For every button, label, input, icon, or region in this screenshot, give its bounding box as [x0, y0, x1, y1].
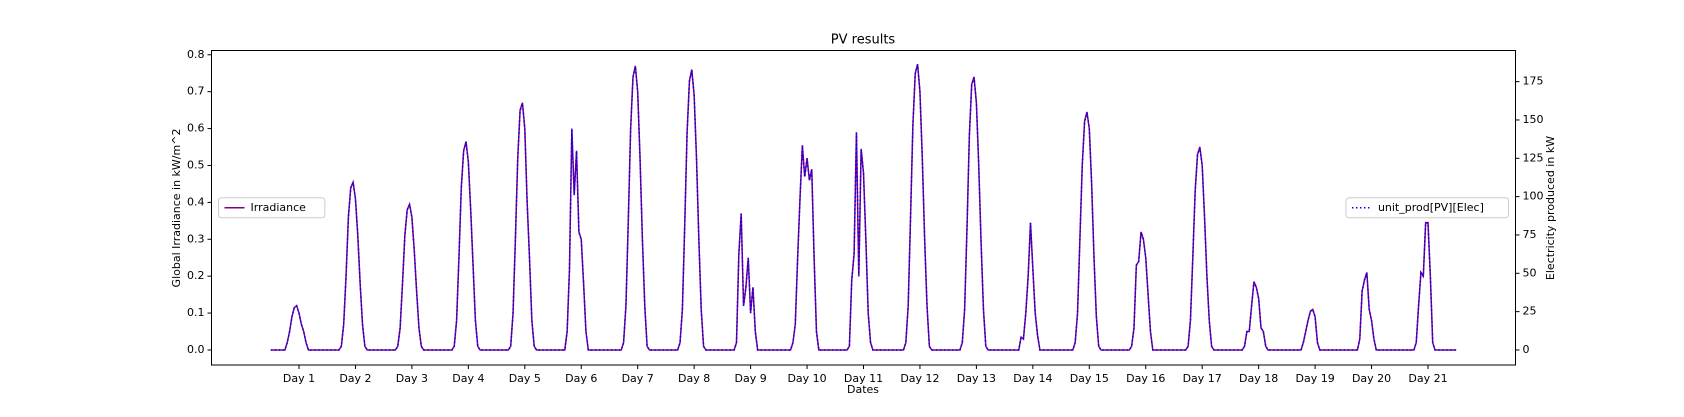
y2-tick-label: 150 [1523, 113, 1544, 126]
x-tick-label: Day 21 [1408, 372, 1447, 385]
y2-tick-label: 0 [1523, 343, 1530, 356]
x-tick-label: Day 3 [396, 372, 428, 385]
x-tick-label: Day 20 [1352, 372, 1391, 385]
x-tick-label: Day 13 [957, 372, 996, 385]
x-tick-label: Day 6 [565, 372, 597, 385]
y2-tick-label: 75 [1523, 228, 1537, 241]
y2-tick-label: 25 [1523, 305, 1537, 318]
y2-tick-label: 50 [1523, 266, 1537, 279]
y2-axis-title: Electricity produced in kW [1544, 136, 1557, 280]
x-tick-label: Day 15 [1070, 372, 1109, 385]
legend-box [218, 197, 326, 219]
x-tick-label: Day 5 [509, 372, 541, 385]
chart-title: PV results [831, 33, 896, 48]
y-tick-label: 0.2 [187, 269, 205, 282]
y-tick-label: 0.7 [187, 85, 205, 98]
x-tick-label: Day 10 [787, 372, 826, 385]
y-tick-label: 0.0 [187, 343, 205, 356]
series-line [270, 63, 1457, 351]
y-tick-label: 0.6 [187, 122, 205, 135]
legend-label: unit_prod[PV][Elec] [1378, 201, 1484, 214]
legend-box [1345, 197, 1509, 219]
y-axis-title: Global Irradiance in kW/m^2 [170, 129, 183, 288]
legend: unit_prod[PV][Elec] [1345, 197, 1509, 219]
x-tick-label: Day 8 [678, 372, 710, 385]
x-tick-label: Day 19 [1295, 372, 1334, 385]
y2-tick-label: 100 [1523, 190, 1544, 203]
x-tick-label: Day 17 [1183, 372, 1222, 385]
x-tick-label: Day 7 [622, 372, 654, 385]
x-tick-label: Day 18 [1239, 372, 1278, 385]
y-tick-label: 0.5 [187, 158, 205, 171]
x-tick-label: Day 9 [734, 372, 766, 385]
x-tick-label: Day 2 [339, 372, 371, 385]
plot-frame [211, 50, 1516, 366]
x-tick-label: Day 1 [283, 372, 315, 385]
y2-tick-label: 175 [1523, 75, 1544, 88]
x-tick-label: Day 4 [452, 372, 484, 385]
x-tick-label: Day 12 [900, 372, 939, 385]
y2-tick-label: 125 [1523, 151, 1544, 164]
x-axis-title: Dates [847, 383, 879, 396]
legend: Irradiance [218, 197, 326, 219]
y-tick-label: 0.4 [187, 195, 205, 208]
x-tick-label: Day 11 [844, 372, 883, 385]
series-line [270, 64, 1457, 351]
y-tick-label: 0.1 [187, 306, 205, 319]
legend-label: Irradiance [251, 201, 307, 214]
x-tick-label: Day 14 [1013, 372, 1052, 385]
y-tick-label: 0.3 [187, 232, 205, 245]
y-tick-label: 0.8 [187, 48, 205, 61]
x-tick-label: Day 16 [1126, 372, 1165, 385]
